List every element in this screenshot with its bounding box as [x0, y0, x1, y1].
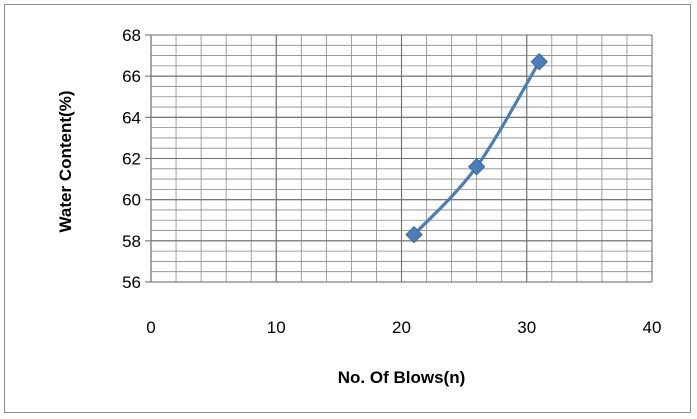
y-tick-labels: 56 58 60 62 64 66 68 [122, 26, 141, 292]
series-group [405, 53, 548, 244]
y-tick-label: 58 [122, 232, 141, 251]
x-tick-label: 40 [643, 318, 662, 337]
axes [145, 34, 652, 283]
data-point-marker [467, 158, 486, 176]
y-tick-label: 60 [122, 191, 141, 210]
y-tick-label: 68 [122, 26, 141, 45]
data-point-marker [530, 53, 548, 71]
x-tick-label: 30 [517, 318, 536, 337]
y-tick-label: 62 [122, 150, 141, 169]
x-tick-label: 10 [267, 318, 286, 337]
x-tick-label: 0 [146, 318, 155, 337]
x-tick-labels: 0 10 20 30 40 [146, 318, 661, 337]
x-axis-title: No. Of Blows(n) [338, 368, 465, 387]
x-tick-label: 20 [392, 318, 411, 337]
y-tick-label: 56 [122, 273, 141, 292]
data-point-marker [405, 225, 423, 244]
y-tick-label: 64 [122, 108, 141, 127]
y-axis-title: Water Content(%) [56, 91, 75, 233]
y-tick-label: 66 [122, 67, 141, 86]
